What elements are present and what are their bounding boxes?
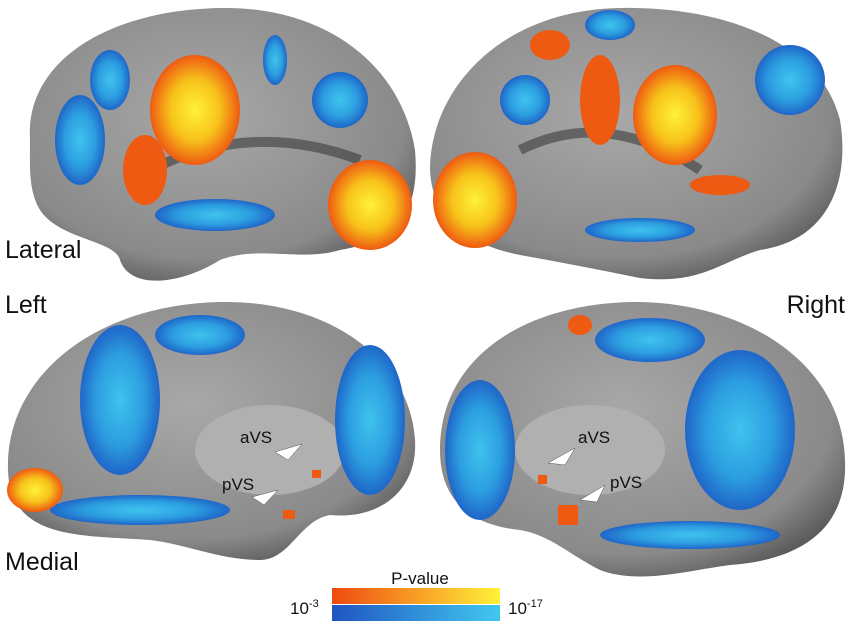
colorbar-min-base: 10: [290, 599, 309, 618]
colorbar-cold: [332, 605, 500, 621]
annotation: pVS: [222, 475, 254, 494]
colorbar-min-exp: -3: [309, 598, 319, 610]
annotation: pVS: [610, 473, 642, 492]
colorbar-max: 10-17: [508, 598, 543, 618]
brain-left-lateral: [29, 7, 416, 281]
colorbar-title: P-value: [391, 569, 449, 588]
annotation: aVS: [240, 428, 272, 447]
colorbar-max-base: 10: [508, 599, 527, 618]
label-medial: Medial: [5, 548, 79, 576]
brain-right-medial: [440, 301, 846, 577]
colorbar: P-value 10-3 10-17: [290, 569, 543, 621]
annotation: aVS: [578, 428, 610, 447]
label-right: Right: [787, 291, 845, 319]
brain-right-lateral: [430, 7, 843, 280]
colorbar-hot: [332, 588, 500, 604]
colorbar-min: 10-3: [290, 598, 319, 618]
label-left: Left: [5, 291, 47, 319]
label-lateral: Lateral: [5, 236, 81, 264]
colorbar-max-exp: -17: [527, 598, 543, 610]
brain-left-medial: [7, 301, 416, 560]
